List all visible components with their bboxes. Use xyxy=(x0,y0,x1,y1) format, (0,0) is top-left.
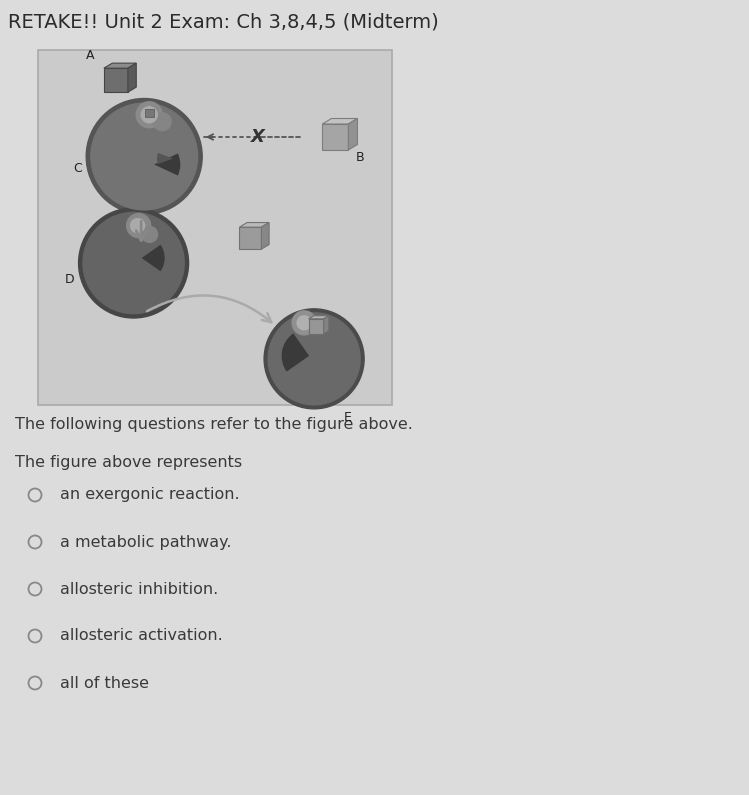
Circle shape xyxy=(282,327,333,378)
Circle shape xyxy=(94,223,162,291)
Circle shape xyxy=(106,235,139,269)
Circle shape xyxy=(93,105,194,206)
Circle shape xyxy=(91,220,169,299)
Wedge shape xyxy=(154,153,181,176)
Bar xyxy=(145,109,154,117)
Circle shape xyxy=(279,324,340,385)
Text: D: D xyxy=(65,273,75,286)
Circle shape xyxy=(275,320,347,391)
Circle shape xyxy=(292,311,316,335)
Circle shape xyxy=(125,137,131,143)
FancyArrowPatch shape xyxy=(147,296,271,322)
Circle shape xyxy=(273,318,350,394)
Text: allosteric inhibition.: allosteric inhibition. xyxy=(60,581,218,596)
Circle shape xyxy=(112,241,128,258)
Bar xyxy=(38,50,392,405)
Circle shape xyxy=(100,230,151,280)
Circle shape xyxy=(86,99,202,215)
Circle shape xyxy=(297,342,303,347)
Circle shape xyxy=(291,335,316,361)
Polygon shape xyxy=(104,63,136,68)
Circle shape xyxy=(107,119,166,178)
Circle shape xyxy=(113,125,154,167)
Circle shape xyxy=(91,103,198,210)
Circle shape xyxy=(289,334,320,364)
Wedge shape xyxy=(142,245,165,271)
Circle shape xyxy=(95,107,189,202)
Circle shape xyxy=(103,115,174,186)
Circle shape xyxy=(96,226,158,288)
Text: RETAKE!! Unit 2 Exam: Ch 3,8,4,5 (Midterm): RETAKE!! Unit 2 Exam: Ch 3,8,4,5 (Midter… xyxy=(8,12,439,31)
Circle shape xyxy=(264,308,364,409)
Circle shape xyxy=(83,212,184,313)
Circle shape xyxy=(88,218,173,302)
Circle shape xyxy=(287,332,323,367)
Text: E: E xyxy=(344,411,352,425)
Circle shape xyxy=(109,121,163,174)
Circle shape xyxy=(268,313,360,405)
Circle shape xyxy=(105,117,170,182)
Circle shape xyxy=(109,239,132,262)
Circle shape xyxy=(108,237,136,266)
Circle shape xyxy=(142,227,157,242)
Polygon shape xyxy=(348,118,357,150)
Circle shape xyxy=(111,123,158,171)
Circle shape xyxy=(276,321,343,388)
Circle shape xyxy=(115,245,121,250)
Circle shape xyxy=(284,328,330,374)
Circle shape xyxy=(104,233,143,273)
Circle shape xyxy=(102,231,147,277)
Polygon shape xyxy=(322,118,357,124)
Circle shape xyxy=(142,107,157,122)
Circle shape xyxy=(99,111,182,194)
Circle shape xyxy=(127,214,151,238)
Circle shape xyxy=(130,219,145,233)
Text: B: B xyxy=(355,151,364,164)
Bar xyxy=(104,68,128,92)
Circle shape xyxy=(292,337,312,358)
Circle shape xyxy=(117,129,147,159)
Text: X: X xyxy=(251,128,264,146)
Circle shape xyxy=(98,227,154,284)
Text: The following questions refer to the figure above.: The following questions refer to the fig… xyxy=(15,417,413,432)
Text: a metabolic pathway.: a metabolic pathway. xyxy=(60,534,231,549)
Circle shape xyxy=(87,216,177,306)
Circle shape xyxy=(121,133,139,151)
Bar xyxy=(240,227,261,249)
Circle shape xyxy=(113,242,124,254)
Polygon shape xyxy=(324,316,329,334)
Text: all of these: all of these xyxy=(60,676,149,691)
Circle shape xyxy=(101,113,178,190)
Circle shape xyxy=(119,131,142,155)
Circle shape xyxy=(272,316,354,398)
Text: an exergonic reaction.: an exergonic reaction. xyxy=(60,487,240,502)
Text: A: A xyxy=(86,49,94,62)
Circle shape xyxy=(97,109,186,198)
Text: C: C xyxy=(73,161,82,175)
Circle shape xyxy=(296,340,306,351)
Polygon shape xyxy=(309,316,329,319)
Circle shape xyxy=(270,315,357,401)
Circle shape xyxy=(123,135,135,147)
Circle shape xyxy=(92,222,166,295)
Wedge shape xyxy=(157,153,173,164)
Circle shape xyxy=(285,330,327,371)
Text: allosteric activation.: allosteric activation. xyxy=(60,629,222,643)
Circle shape xyxy=(280,325,336,381)
Circle shape xyxy=(85,215,181,310)
Bar xyxy=(309,319,324,334)
Circle shape xyxy=(154,113,172,130)
Circle shape xyxy=(79,208,189,318)
Circle shape xyxy=(294,339,309,354)
Circle shape xyxy=(297,316,311,330)
Polygon shape xyxy=(240,223,269,227)
Wedge shape xyxy=(282,333,309,371)
Text: The figure above represents: The figure above represents xyxy=(15,455,242,470)
Polygon shape xyxy=(128,63,136,92)
Circle shape xyxy=(115,127,151,163)
Bar xyxy=(322,124,348,150)
Polygon shape xyxy=(261,223,269,249)
Circle shape xyxy=(136,102,163,128)
